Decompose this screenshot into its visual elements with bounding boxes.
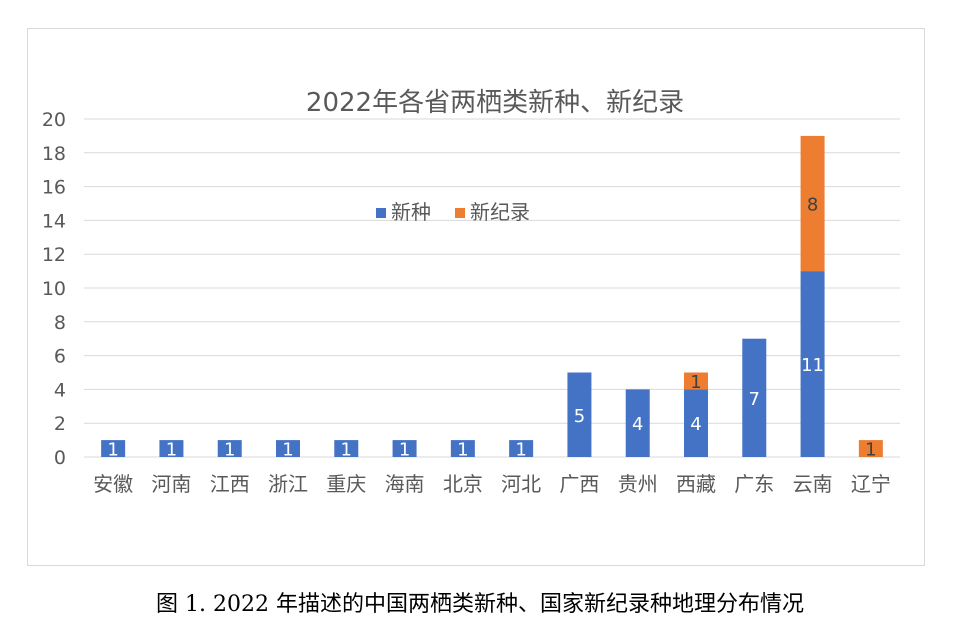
x-tick-label-江西: 江西	[210, 472, 250, 496]
x-tick-label-北京: 北京	[443, 472, 483, 496]
x-tick-label-西藏: 西藏	[676, 472, 716, 496]
y-tick-label-0: 0	[54, 447, 66, 469]
y-tick-label-20: 20	[42, 109, 66, 131]
data-label-新种-浙江: 1	[282, 440, 293, 461]
legend-swatch-新种	[376, 208, 386, 218]
data-label-新纪录-西藏: 1	[690, 372, 701, 393]
bar-新种-河南	[159, 440, 184, 457]
y-tick-label-2: 2	[54, 413, 66, 435]
chart-title: 2022年各省两栖类新种、新纪录	[306, 88, 684, 118]
legend-label-新种: 新种	[391, 200, 431, 224]
data-label-新纪录-辽宁: 1	[865, 440, 876, 461]
bar-新纪录-辽宁	[858, 440, 883, 457]
bar-新纪录-云南	[800, 135, 825, 272]
bar-新种-北京	[450, 440, 475, 457]
bar-新种-重庆	[334, 440, 359, 457]
x-tick-label-云南: 云南	[793, 472, 833, 496]
x-tick-label-浙江: 浙江	[268, 472, 308, 496]
data-label-新种-广西: 5	[574, 406, 585, 427]
figure-caption: 图 1. 2022 年描述的中国两栖类新种、国家新纪录种地理分布情况	[156, 592, 804, 617]
bar-新种-西藏	[684, 389, 708, 457]
x-tick-label-辽宁: 辽宁	[851, 472, 891, 496]
bar-新种-江西	[217, 440, 242, 457]
y-tick-label-8: 8	[54, 312, 66, 334]
x-tick-label-海南: 海南	[385, 472, 425, 496]
bar-新纪录-西藏	[684, 372, 708, 390]
data-label-新种-西藏: 4	[690, 414, 701, 435]
y-tick-label-4: 4	[54, 379, 66, 401]
y-tick-label-14: 14	[42, 210, 66, 232]
y-tick-label-18: 18	[42, 143, 66, 165]
data-label-新种-广东: 7	[749, 389, 760, 410]
bar-chart: 2022年各省两栖类新种、新纪录024681012141618201安徽1河南1…	[42, 88, 900, 496]
bar-新种-广东	[742, 338, 767, 457]
data-label-新种-海南: 1	[399, 440, 410, 461]
x-tick-label-广东: 广东	[734, 472, 774, 496]
data-label-新种-贵州: 4	[632, 414, 643, 435]
y-tick-label-10: 10	[42, 278, 66, 300]
data-label-新种-安徽: 1	[107, 440, 118, 461]
chart-frame: 2022年各省两栖类新种、新纪录 0 2 4 6 8 10 12 14 16 18 20 1 安徽 1 河南 1…	[27, 28, 925, 566]
bar-新种-安徽	[101, 440, 126, 457]
x-tick-label-贵州: 贵州	[618, 472, 658, 496]
bar-新种-海南	[392, 440, 417, 457]
x-tick-label-重庆: 重庆	[326, 472, 366, 496]
y-tick-label-6: 6	[54, 346, 66, 368]
x-tick-label-河北: 河北	[501, 472, 541, 496]
data-label-新纪录-云南: 8	[807, 195, 818, 216]
y-tick-label-16: 16	[42, 177, 66, 199]
bar-新种-浙江	[276, 440, 300, 457]
data-label-新种-江西: 1	[224, 440, 235, 461]
bar-新种-云南	[800, 271, 825, 457]
data-label-新种-河南: 1	[166, 440, 177, 461]
legend-swatch-新纪录	[455, 208, 465, 218]
data-label-新种-云南: 11	[801, 355, 824, 376]
x-tick-label-河南: 河南	[151, 472, 191, 496]
data-label-新种-北京: 1	[457, 440, 468, 461]
bar-新种-广西	[567, 372, 592, 457]
x-tick-label-广西: 广西	[559, 472, 599, 496]
y-tick-label-12: 12	[42, 244, 66, 266]
bar-新种-河北	[509, 440, 534, 457]
data-label-新种-河北: 1	[515, 440, 526, 461]
bar-新种-贵州	[625, 389, 650, 457]
legend-label-新纪录: 新纪录	[470, 200, 530, 224]
x-tick-label-安徽: 安徽	[93, 472, 133, 496]
data-label-新种-重庆: 1	[341, 440, 352, 461]
